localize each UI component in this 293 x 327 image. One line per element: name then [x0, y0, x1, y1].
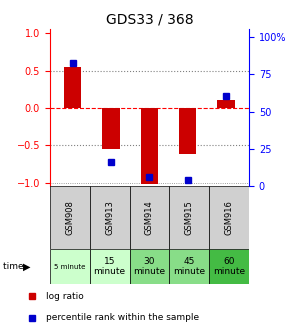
Text: 5 minute: 5 minute: [54, 264, 86, 269]
Text: GSM915: GSM915: [185, 200, 194, 235]
Text: 30
minute: 30 minute: [133, 257, 166, 276]
Text: GSM914: GSM914: [145, 200, 154, 235]
Bar: [169, 249, 209, 284]
Text: GSM908: GSM908: [65, 200, 74, 235]
Bar: [217, 100, 235, 108]
Text: GSM913: GSM913: [105, 200, 114, 235]
Bar: [209, 249, 249, 284]
Text: time: time: [3, 262, 26, 271]
Text: ▶: ▶: [23, 262, 31, 271]
Text: 60
minute: 60 minute: [213, 257, 245, 276]
Bar: [50, 249, 90, 284]
Bar: [209, 186, 249, 249]
Text: 45
minute: 45 minute: [173, 257, 205, 276]
Bar: [103, 108, 120, 149]
Bar: [130, 186, 169, 249]
Bar: [50, 186, 90, 249]
Title: GDS33 / 368: GDS33 / 368: [105, 13, 193, 27]
Bar: [130, 249, 169, 284]
Text: 15
minute: 15 minute: [93, 257, 126, 276]
Bar: [141, 108, 158, 184]
Bar: [169, 186, 209, 249]
Text: GSM916: GSM916: [225, 200, 234, 235]
Bar: [179, 108, 196, 154]
Bar: [90, 186, 130, 249]
Bar: [64, 67, 81, 108]
Bar: [90, 249, 130, 284]
Text: percentile rank within the sample: percentile rank within the sample: [46, 313, 200, 322]
Text: log ratio: log ratio: [46, 292, 84, 301]
